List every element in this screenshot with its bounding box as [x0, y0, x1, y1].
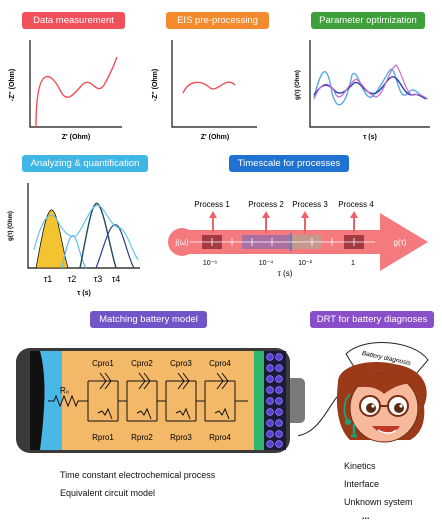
rpro2-label: Rpro2 [131, 433, 153, 442]
rc-network-3 [165, 380, 205, 422]
battery-doctor-character: Battery diagnosis [298, 342, 429, 443]
parameter-optimization-label: Parameter optimization [311, 12, 425, 29]
rpro1-label: Rpro1 [92, 433, 114, 442]
y-axis-label: g(τ) (Ohm) [8, 211, 14, 241]
tau-2-label: τ2 [68, 274, 77, 284]
analyzing-label: Analyzing & quantification [22, 155, 148, 172]
eis-preprocessing-label: EIS pre-processing [166, 12, 269, 29]
drt-diagnoses-label: DRT for battery diagnoses [310, 311, 434, 328]
y-axis-label: -Z'' (Ohm) [9, 69, 16, 102]
process-2-arrow [262, 211, 270, 233]
cpe-3 [177, 372, 190, 390]
nyquist-curve [182, 81, 236, 94]
process-4-arrow [350, 211, 358, 233]
process-1-arrow [209, 211, 217, 233]
cpe-1 [99, 372, 112, 390]
y-axis-label: g(τ) (Ohm) [295, 70, 301, 100]
data-measurement-label: Data measurement [22, 12, 125, 29]
y-axis-label: -Z'' (Ohm) [152, 69, 159, 102]
peak-3 [79, 202, 117, 269]
left-electrode [30, 351, 45, 450]
headset-arm [343, 393, 351, 423]
rpro4-label: Rpro4 [209, 433, 231, 442]
x-axis-label: Z' (Ohm) [201, 134, 230, 141]
separator [254, 351, 264, 450]
rc-network-2 [126, 380, 166, 422]
parameter-optimization-plot: g(τ) (Ohm) τ (s) [295, 40, 430, 141]
j-omega-symbol: j(ω) [174, 238, 189, 247]
tau-3-label: τ3 [94, 274, 103, 284]
tau-4-label: τ4 [112, 274, 121, 284]
battery-model-label: Matching battery model [90, 311, 207, 328]
timescale-diagram: j(ω) g(τ) Process 1 Process 2 Process 3 … [168, 200, 428, 278]
bottom-right-line-3: Unknown system [344, 497, 413, 507]
bottom-right-ellipsis: ... [362, 511, 370, 521]
plot-axes [171, 40, 257, 128]
sum-curve [33, 204, 139, 261]
plot-axes [27, 183, 140, 269]
g-tau-symbol: g(τ) [394, 238, 407, 247]
plot-axes [29, 40, 122, 128]
eis-preprocessing-plot: -Z'' (Ohm) Z' (Ohm) [152, 40, 257, 141]
tick-label-4: 1 [351, 260, 355, 267]
battery-model-diagram: R₀ Cpro1 Cpro2 Cpro3 Cpro4 Rpro1 Rpro2 R… [16, 348, 305, 453]
tick-label-2: 10⁻⁴ [259, 260, 274, 267]
input-node [168, 228, 196, 256]
right-eye [394, 403, 404, 413]
process-4-label: Process 4 [338, 200, 374, 209]
earring [351, 424, 357, 438]
bottom-right-line-2: Interface [344, 479, 380, 489]
r0-label: R₀ [60, 386, 69, 395]
cpe-2 [138, 372, 151, 390]
bottom-right-line-1: Kinetics [344, 461, 376, 471]
process-3-label: Process 3 [292, 200, 328, 209]
bottom-left-line-1: Time constant electrochemical process [60, 470, 216, 480]
process-3-arrow [301, 211, 309, 233]
process-2-label: Process 2 [248, 200, 284, 209]
x-axis-label: Z' (Ohm) [62, 134, 91, 141]
rc-network-4 [204, 380, 248, 422]
tau-1-label: τ1 [44, 274, 53, 284]
timescale-label: Timescale for processes [229, 155, 349, 172]
cpro4-label: Cpro4 [209, 359, 231, 368]
rpro3-label: Rpro3 [170, 433, 192, 442]
peak-1-fill [35, 209, 69, 269]
tick-label-3: 10⁻² [298, 260, 312, 267]
left-eye [366, 403, 376, 413]
nyquist-curve [35, 56, 118, 128]
process-1-label: Process 1 [194, 200, 230, 209]
timescale-axis-label: τ (s) [278, 269, 293, 278]
rc-network-1 [87, 380, 127, 422]
cpe-4 [216, 372, 229, 390]
cpro3-label: Cpro3 [170, 359, 192, 368]
tick-label-1: 10⁻⁶ [203, 260, 217, 267]
peak-4 [95, 224, 135, 269]
x-axis-label: τ (s) [77, 290, 91, 297]
bottom-left-line-2: Equivalent circuit model [60, 488, 156, 498]
r0-resistor [48, 394, 88, 408]
cpro1-label: Cpro1 [92, 359, 114, 368]
data-measurement-plot: -Z'' (Ohm) Z' (Ohm) [9, 40, 122, 141]
bangs [352, 373, 416, 394]
x-axis-label: τ (s) [363, 134, 377, 141]
drt-curve-3 [313, 64, 429, 100]
plot-axes [309, 40, 430, 128]
analyzing-plot: g(τ) (Ohm) τ1 τ2 τ3 τ4 τ (s) [8, 183, 140, 297]
cpro2-label: Cpro2 [131, 359, 153, 368]
